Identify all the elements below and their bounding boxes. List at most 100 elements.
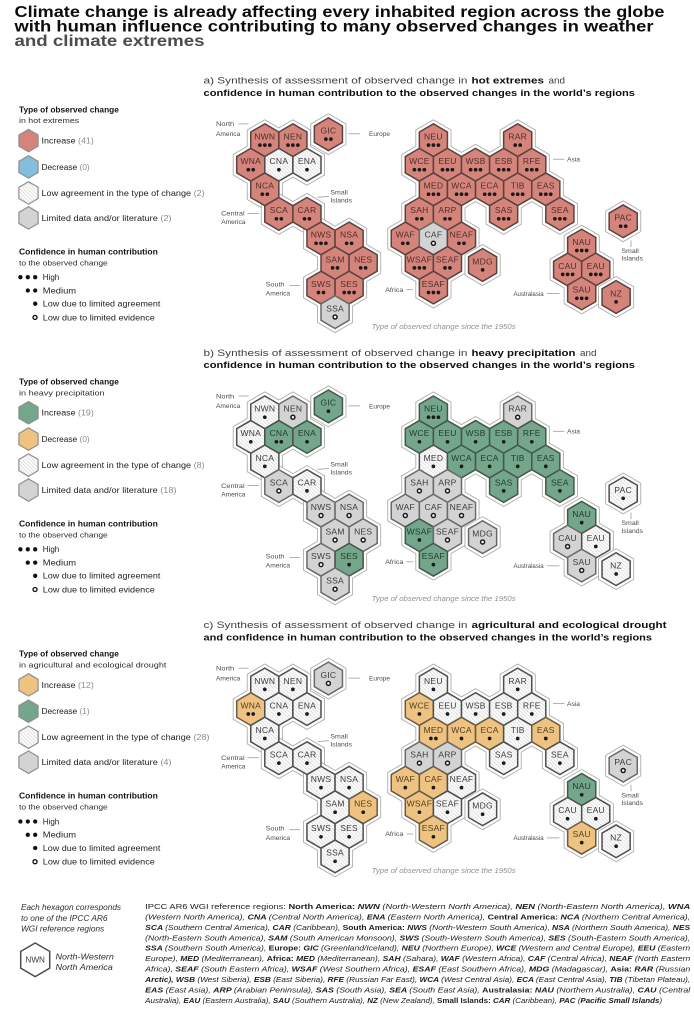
svg-text:CAF: CAF xyxy=(425,774,443,784)
svg-text:Central: Central xyxy=(221,483,245,490)
svg-text:NWS: NWS xyxy=(311,502,332,512)
svg-text:NEU: NEU xyxy=(424,132,443,142)
svg-text:c) Synthesis of assessment of: c) Synthesis of assessment of observed c… xyxy=(204,620,468,630)
svg-text:WAF: WAF xyxy=(396,230,415,240)
svg-text:SWS: SWS xyxy=(311,279,331,289)
svg-text:CAU: CAU xyxy=(558,533,577,543)
svg-text:CAR: CAR xyxy=(298,205,317,215)
svg-text:EAS: EAS xyxy=(537,181,555,191)
svg-text:Asia: Asia xyxy=(567,701,580,708)
svg-text:b) Synthesis of assessment of: b) Synthesis of assessment of observed c… xyxy=(204,348,468,358)
svg-text:and confidence in human contri: and confidence in human contribution to … xyxy=(204,632,653,642)
svg-text:South: South xyxy=(266,281,285,288)
svg-text:Small: Small xyxy=(621,792,639,799)
svg-text:ECA: ECA xyxy=(480,725,498,735)
svg-text:WCE: WCE xyxy=(409,428,430,438)
svg-text:EAS: EAS xyxy=(537,725,555,735)
svg-text:to the observed change: to the observed change xyxy=(19,531,108,540)
svg-text:SEAF: SEAF xyxy=(436,254,459,264)
svg-text:Islands: Islands xyxy=(621,528,643,535)
svg-text:WCE: WCE xyxy=(409,700,430,710)
svg-text:and: and xyxy=(580,348,597,358)
svg-text:SCA: SCA xyxy=(270,477,288,487)
svg-text:Islands: Islands xyxy=(330,742,352,749)
svg-text:Australasia: Australasia xyxy=(514,563,544,570)
svg-text:NCA: NCA xyxy=(255,181,274,191)
svg-text:TIB: TIB xyxy=(511,725,525,735)
svg-text:SAH: SAH xyxy=(410,477,428,487)
svg-text:Australasia: Australasia xyxy=(514,835,544,842)
svg-text:MED: MED xyxy=(424,181,444,191)
svg-text:Small: Small xyxy=(330,189,348,196)
svg-text:SAS: SAS xyxy=(495,205,513,215)
svg-text:NWN: NWN xyxy=(254,676,275,686)
svg-text:Increase (41): Increase (41) xyxy=(42,137,95,146)
svg-text:NSA: NSA xyxy=(340,230,358,240)
svg-text:SEA: SEA xyxy=(551,477,569,487)
svg-text:MDG: MDG xyxy=(472,528,493,538)
svg-text:WSAF: WSAF xyxy=(407,799,433,809)
svg-text:Climate change is already affe: Climate change is already affecting ever… xyxy=(15,4,665,21)
svg-text:MED: MED xyxy=(424,453,444,463)
svg-text:WAF: WAF xyxy=(396,774,415,784)
svg-text:North: North xyxy=(216,666,234,673)
svg-text:EEU: EEU xyxy=(438,428,456,438)
svg-text:North: North xyxy=(216,393,234,400)
svg-text:North: North xyxy=(216,121,234,128)
svg-text:WNA: WNA xyxy=(241,700,262,710)
svg-text:America: America xyxy=(216,675,241,682)
svg-text:ENA: ENA xyxy=(298,428,316,438)
svg-text:ESAF: ESAF xyxy=(422,551,445,561)
svg-text:WGI reference regions: WGI reference regions xyxy=(21,924,104,934)
svg-text:MDG: MDG xyxy=(472,801,493,811)
svg-text:SEA: SEA xyxy=(551,205,569,215)
svg-text:Low due to limited agreement: Low due to limited agreement xyxy=(43,300,161,309)
svg-text:TIB: TIB xyxy=(511,453,525,463)
svg-text:and climate extremes: and climate extremes xyxy=(15,33,205,50)
svg-text:Type of observed change: Type of observed change xyxy=(19,650,120,659)
svg-text:Confidence in human contributi: Confidence in human contribution xyxy=(19,520,158,529)
svg-text:Arctic), WSB (West Siberia), E: Arctic), WSB (West Siberia), ESB (East S… xyxy=(144,977,690,984)
svg-text:Australia), EAU (Eastern Austr: Australia), EAU (Eastern Australia), SAU… xyxy=(144,998,662,1005)
svg-text:North America: North America xyxy=(56,962,114,972)
svg-text:ARP: ARP xyxy=(438,205,456,215)
svg-text:ARP: ARP xyxy=(438,750,456,760)
svg-text:SEAF: SEAF xyxy=(436,526,459,536)
svg-text:SSA: SSA xyxy=(326,576,344,586)
svg-text:SAH: SAH xyxy=(410,205,428,215)
svg-text:NES: NES xyxy=(354,526,372,536)
svg-text:WNA: WNA xyxy=(241,428,262,438)
svg-text:Increase (19): Increase (19) xyxy=(42,409,95,418)
svg-text:RAR: RAR xyxy=(508,132,527,142)
svg-text:SES: SES xyxy=(340,551,358,561)
svg-text:WNA: WNA xyxy=(241,156,262,166)
svg-text:NWS: NWS xyxy=(311,230,332,240)
svg-text:Islands: Islands xyxy=(621,256,643,263)
svg-text:SAS: SAS xyxy=(495,477,513,487)
svg-text:SWS: SWS xyxy=(311,823,331,833)
svg-text:Low agreement in the type of c: Low agreement in the type of change (8) xyxy=(42,461,206,470)
svg-text:agricultural and ecological dr: agricultural and ecological drought xyxy=(472,620,667,630)
svg-text:SSA (Southern South America),: SSA (Southern South America), Europe: GI… xyxy=(145,946,690,953)
svg-text:America: America xyxy=(221,219,246,226)
svg-text:CNA: CNA xyxy=(270,156,289,166)
svg-text:Africa: Africa xyxy=(385,287,403,294)
svg-text:Islands: Islands xyxy=(330,197,352,204)
svg-text:Small: Small xyxy=(621,520,639,527)
svg-text:Type of observed change: Type of observed change xyxy=(19,105,120,114)
svg-text:NWS: NWS xyxy=(311,774,332,784)
svg-text:ESB: ESB xyxy=(495,428,513,438)
svg-text:America: America xyxy=(266,835,291,842)
svg-text:Europe: Europe xyxy=(369,676,390,683)
svg-text:RAR: RAR xyxy=(508,404,527,414)
svg-text:ESAF: ESAF xyxy=(422,279,445,289)
svg-text:SAU: SAU xyxy=(573,829,591,839)
svg-text:NSA: NSA xyxy=(340,774,358,784)
svg-text:CAF: CAF xyxy=(425,502,443,512)
svg-text:WAF: WAF xyxy=(396,502,415,512)
svg-text:Type of observed change since: Type of observed change since the 1950s xyxy=(372,866,516,875)
svg-text:SSA: SSA xyxy=(326,848,344,858)
svg-text:NAU: NAU xyxy=(572,509,591,519)
svg-text:NZ: NZ xyxy=(610,833,622,843)
svg-text:Medium: Medium xyxy=(43,559,77,568)
